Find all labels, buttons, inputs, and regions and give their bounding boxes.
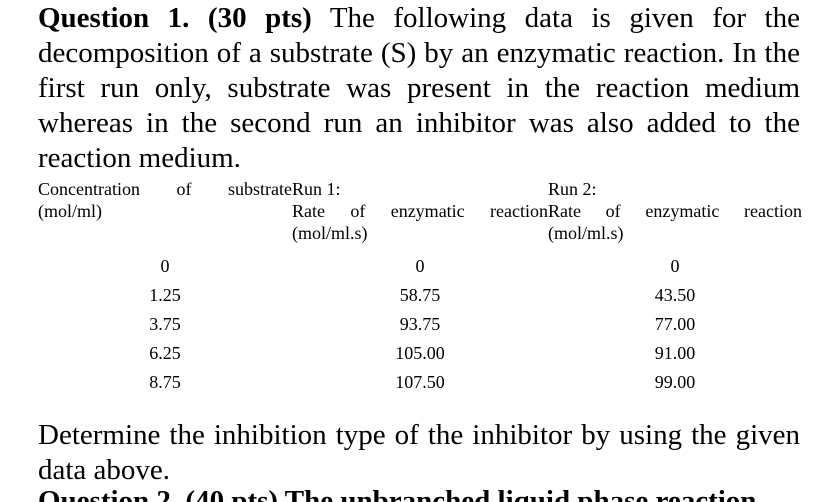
table-row: 8.75 107.50 99.00 — [38, 368, 802, 397]
question1-task: Determine the inhibition type of the inh… — [38, 419, 800, 486]
cell-run2: 99.00 — [654, 372, 696, 392]
table-spacer-row — [38, 244, 802, 252]
header-run2-line3: (mol/ml.s) — [548, 223, 624, 243]
cell-substrate: 0 — [160, 256, 170, 276]
header-substrate-line2: (mol/ml) — [38, 201, 102, 221]
question2-cut-off-line: Question 2. (40 pts) The unbranched liqu… — [38, 490, 800, 502]
header-substrate: Concentration of substrate (mol/ml) — [38, 178, 292, 244]
table-row: 0 0 0 — [38, 252, 802, 281]
cell-substrate: 8.75 — [149, 372, 181, 392]
question1-heading: Question 1. (30 pts) — [38, 2, 312, 34]
cell-run1: 93.75 — [399, 314, 441, 334]
cell-run2: 0 — [670, 256, 680, 276]
header-run1-line2: Rate of enzymatic reaction — [292, 201, 548, 221]
header-substrate-line1: Concentration of substrate — [38, 179, 292, 199]
question1-block: Question 1. (30 pts) The following data … — [38, 0, 800, 176]
table-row: 3.75 93.75 77.00 — [38, 310, 802, 339]
header-run1-line3: (mol/ml.s) — [292, 223, 368, 243]
table-row: 1.25 58.75 43.50 — [38, 281, 802, 310]
cell-run1: 107.50 — [395, 372, 445, 392]
header-run2-line2: Rate of enzymatic reaction — [548, 201, 802, 221]
cell-substrate: 1.25 — [149, 285, 181, 305]
table-row: 6.25 105.00 91.00 — [38, 339, 802, 368]
cell-run2: 77.00 — [654, 314, 696, 334]
question1-intro-text: The following data is given for the deco… — [38, 2, 800, 174]
cell-substrate: 3.75 — [149, 314, 181, 334]
data-table: Concentration of substrate (mol/ml) Run … — [38, 178, 802, 397]
header-run2-line1: Run 2: — [548, 179, 597, 199]
cell-run2: 43.50 — [654, 285, 696, 305]
header-run2: Run 2: Rate of enzymatic reaction (mol/m… — [548, 178, 802, 244]
cell-run2: 91.00 — [654, 343, 696, 363]
cell-run1: 58.75 — [399, 285, 441, 305]
question2-cut-text: Question 2. (40 pts) The unbranched liqu… — [38, 490, 800, 502]
header-run1-line1: Run 1: — [292, 179, 341, 199]
table-header-row: Concentration of substrate (mol/ml) Run … — [38, 178, 802, 244]
cell-substrate: 6.25 — [149, 343, 181, 363]
cell-run1: 105.00 — [395, 343, 445, 363]
header-run1: Run 1: Rate of enzymatic reaction (mol/m… — [292, 178, 548, 244]
question1-intro-paragraph: Question 1. (30 pts) The following data … — [38, 0, 800, 176]
cell-run1: 0 — [415, 256, 425, 276]
